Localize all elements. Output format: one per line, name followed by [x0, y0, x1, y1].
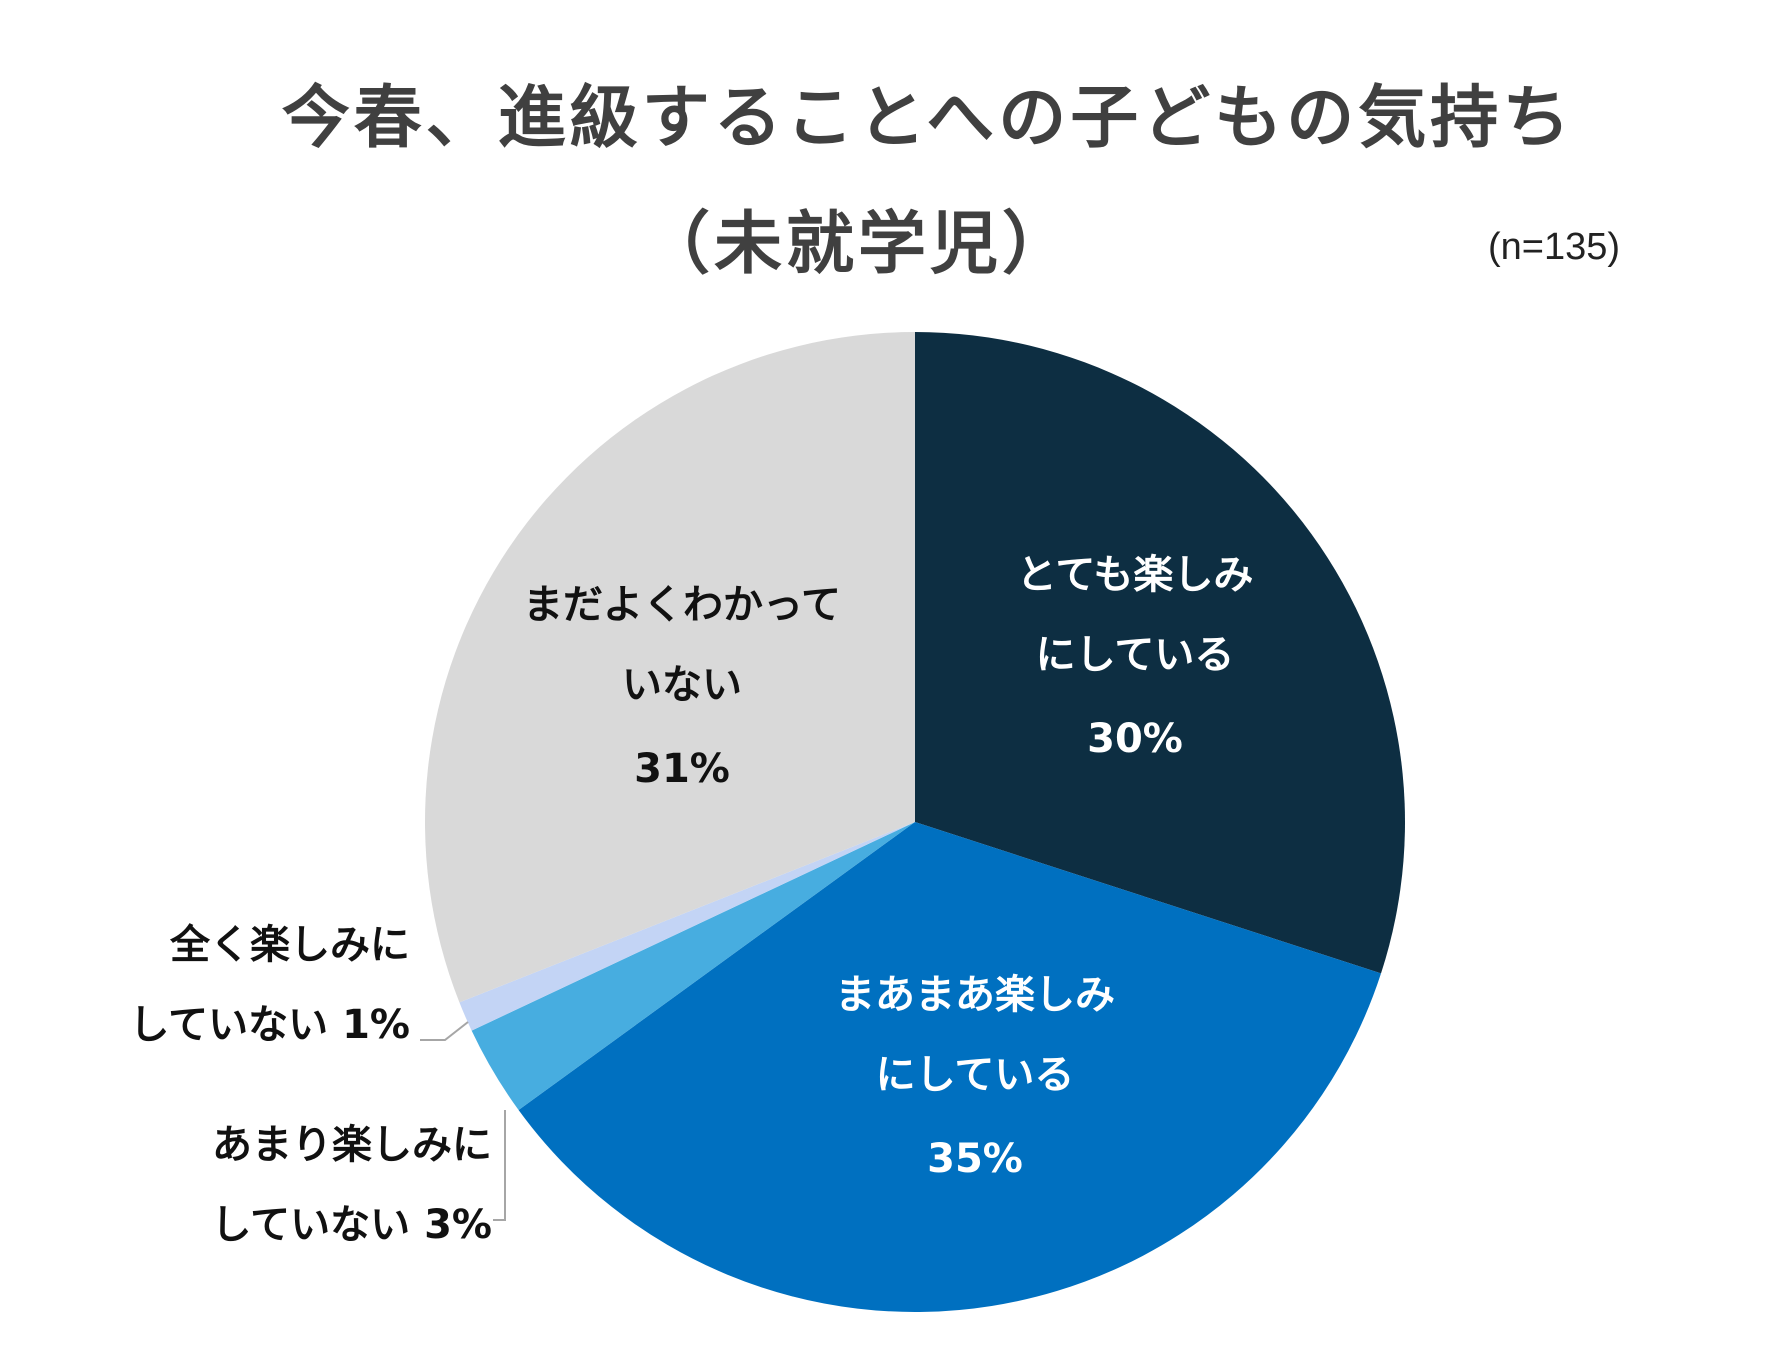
slice-label-3-line-1: あまり楽しみに: [212, 1122, 492, 1168]
leader-line-3: [493, 1110, 506, 1221]
slice-label-5-line-2: いない: [622, 662, 742, 708]
slice-value-label-2: 35%: [927, 1136, 1023, 1182]
pie-slice-4: [459, 822, 915, 1031]
pie-slice-1: [915, 332, 1405, 974]
sample-size-label: (n=135): [1488, 226, 1621, 268]
pie-slice-3: [471, 822, 915, 1111]
slice-label-5-line-1: まだよくわかって: [523, 582, 841, 628]
slice-value-label-1: 30%: [1087, 716, 1183, 762]
pie-slice-2: [518, 822, 1382, 1312]
slice-label-1-line-2: にしている: [1036, 632, 1235, 678]
slice-label-4-line-1: 全く楽しみに: [169, 922, 410, 968]
slice-label-4-line-2: していない 1%: [129, 1002, 410, 1048]
pie-slice-5: [425, 332, 915, 1003]
slice-label-3-line-2: していない 3%: [211, 1202, 492, 1248]
slice-label-1-line-1: とても楽しみ: [1017, 552, 1254, 598]
slice-value-label-5: 31%: [634, 746, 730, 792]
slice-label-2-line-1: まあまあ楽しみ: [835, 972, 1115, 1018]
leader-line-4: [420, 1021, 469, 1041]
slice-label-2-line-2: にしている: [876, 1052, 1075, 1098]
chart-subtitle: （未就学児）: [641, 205, 1074, 284]
chart-title: 今春、進級することへの子どもの気持ち: [281, 79, 1575, 158]
